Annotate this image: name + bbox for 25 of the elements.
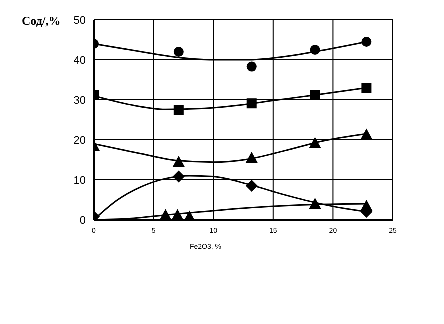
point bbox=[172, 209, 184, 220]
point bbox=[246, 62, 257, 72]
point bbox=[160, 209, 172, 220]
y-tick-label: 40 bbox=[74, 54, 86, 67]
point bbox=[309, 137, 322, 148]
point bbox=[360, 200, 373, 211]
point bbox=[310, 45, 320, 55]
point bbox=[172, 170, 185, 183]
point bbox=[246, 152, 258, 163]
point bbox=[246, 180, 258, 192]
y-tick-label: 30 bbox=[74, 94, 86, 107]
y-axis-title: Сод/,% bbox=[22, 14, 61, 29]
y-tick-label: 0 bbox=[80, 214, 86, 227]
point bbox=[246, 98, 257, 109]
point bbox=[360, 128, 373, 140]
y-tick-label: 10 bbox=[74, 174, 86, 187]
point bbox=[172, 156, 185, 167]
point bbox=[174, 105, 184, 116]
point bbox=[174, 47, 184, 57]
y-tick-label: 50 bbox=[74, 14, 86, 27]
y-tick-label: 20 bbox=[74, 134, 86, 147]
point bbox=[309, 198, 322, 209]
point bbox=[362, 83, 372, 93]
point bbox=[310, 90, 320, 100]
point bbox=[362, 37, 372, 47]
